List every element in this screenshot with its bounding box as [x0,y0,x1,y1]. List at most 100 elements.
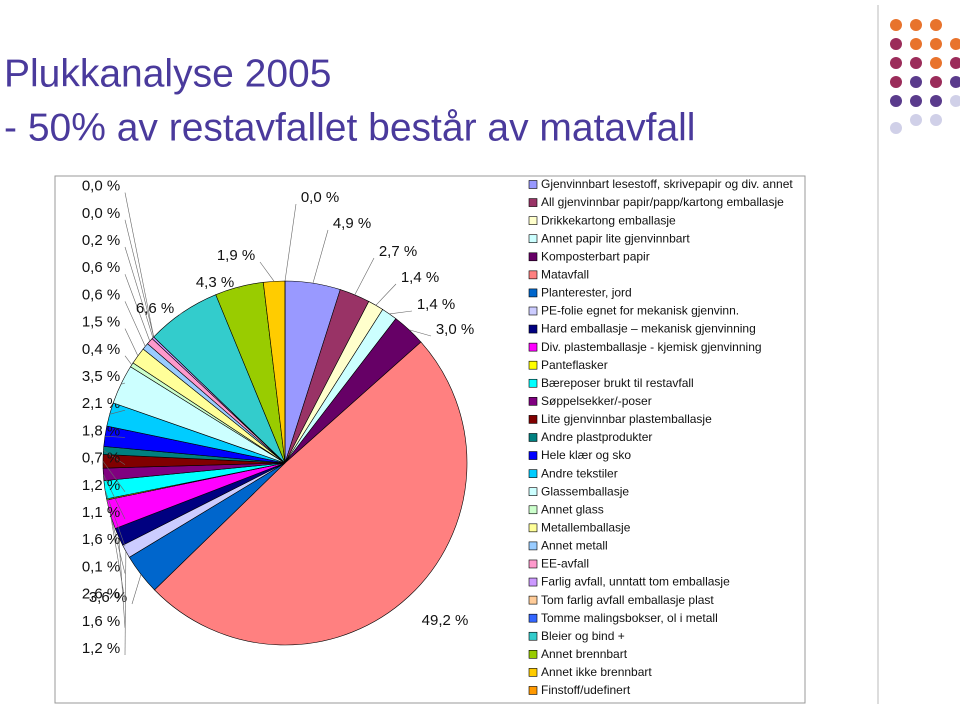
legend-label: Annet brennbart [541,647,628,661]
value-label: 49,2 % [422,612,469,629]
value-label: 0,6 % [82,286,120,303]
legend-swatch [529,542,537,550]
value-label: 0,0 % [301,189,339,206]
value-label: 0,0 % [82,205,120,222]
legend-swatch [529,415,537,423]
legend-swatch [529,650,537,658]
legend-label: Hele klær og sko [541,448,631,462]
legend-swatch [529,289,537,297]
legend-label: Søppelsekker/-poser [541,394,652,408]
legend-swatch [529,488,537,496]
legend-label: EE-avfall [541,557,589,571]
legend-swatch [529,361,537,369]
value-label: 0,1 % [82,558,120,575]
legend-label: Bleier og bind + [541,629,625,643]
value-label: 1,6 % [82,531,120,548]
legend-label: Drikkekartong emballasje [541,213,676,227]
value-label: 3,5 % [82,368,120,385]
value-label: 0,7 % [82,450,120,467]
leader-line [125,220,154,337]
leader-line [132,574,141,604]
legend-label: Gjenvinnbart lesestoff, skrivepapir og d… [541,177,793,191]
value-label: 3,0 % [436,321,474,338]
value-label: 1,9 % [217,247,255,264]
legend-label: Panteflasker [541,358,608,372]
legend-swatch [529,686,537,694]
legend-swatch [529,470,537,478]
value-label: 1,6 % [82,613,120,630]
value-label: 1,5 % [82,314,120,331]
legend-label: Annet glass [541,502,604,516]
legend-label: Tomme malingsbokser, ol i metall [541,611,718,625]
legend-swatch [529,343,537,351]
value-label: 2,6 % [82,586,120,603]
leader-line [355,258,374,295]
legend-swatch [529,596,537,604]
leader-line [313,230,328,283]
legend-label: Annet papir lite gjenvinnbart [541,231,690,245]
legend-swatch [529,578,537,586]
leader-line [125,356,132,365]
legend-label: Glassemballasje [541,484,629,498]
value-label: 1,4 % [401,269,439,286]
legend-swatch [529,307,537,315]
value-label: 0,0 % [82,178,120,195]
value-label: 2,1 % [82,395,120,412]
value-label: 1,2 % [82,477,120,494]
leader-line [260,262,274,281]
legend-swatch [529,524,537,532]
legend-label: Bæreposer brukt til restavfall [541,376,694,390]
value-label: 1,4 % [417,296,455,313]
legend-label: Farlig avfall, unntatt tom emballasje [541,575,730,589]
legend-label: Lite gjenvinnbar plastemballasje [541,412,712,426]
legend-swatch [529,452,537,460]
value-label: 0,2 % [82,232,120,249]
legend-label: Tom farlig avfall emballasje plast [541,593,714,607]
subtitle: - 50% av restavfallet består av matavfal… [4,106,695,149]
leader-line [389,311,412,314]
legend-swatch [529,181,537,189]
value-label: 4,9 % [333,215,371,232]
legend-swatch [529,271,537,279]
legend-label: Planterester, jord [541,286,632,300]
value-label: 1,2 % [82,640,120,657]
legend-label: All gjenvinnbar papir/papp/kartong embal… [541,195,784,209]
legend-swatch [529,217,537,225]
legend-swatch [529,199,537,207]
legend-swatch [529,253,537,261]
legend-label: Finstoff/udefinert [541,683,631,697]
title: Plukkanalyse 2005 [4,52,331,95]
legend-label: Div. plastemballasje - kjemisk gjenvinni… [541,340,762,354]
legend-swatch [529,632,537,640]
legend-swatch [529,235,537,243]
legend-swatch [529,397,537,405]
legend-label: Andre tekstiler [541,466,618,480]
value-label: 2,7 % [379,243,417,260]
decoration [878,5,960,704]
value-label: 0,4 % [82,341,120,358]
value-label: 1,1 % [82,504,120,521]
value-label: 4,3 % [196,274,234,291]
legend-label: Metallemballasje [541,521,631,535]
legend-swatch [529,325,537,333]
value-label: 6,6 % [136,300,174,317]
legend-label: Andre plastprodukter [541,430,652,444]
legend-label: Hard emballasje – mekanisk gjenvinning [541,322,756,336]
legend-swatch [529,668,537,676]
legend-swatch [529,433,537,441]
legend-swatch [529,506,537,514]
legend-swatch [529,614,537,622]
leader-line [376,284,396,305]
legend-swatch [529,560,537,568]
legend-label: Annet metall [541,539,608,553]
legend-label: Komposterbart papir [541,249,650,263]
legend-label: PE-folie egnet for mekanisk gjenvinn. [541,304,739,318]
legend-label: Annet ikke brennbart [541,665,652,679]
legend-label: Matavfall [541,268,589,282]
leader-line [125,247,153,338]
leader-line [285,204,296,281]
value-label: 0,6 % [82,259,120,276]
leader-line [125,329,138,356]
